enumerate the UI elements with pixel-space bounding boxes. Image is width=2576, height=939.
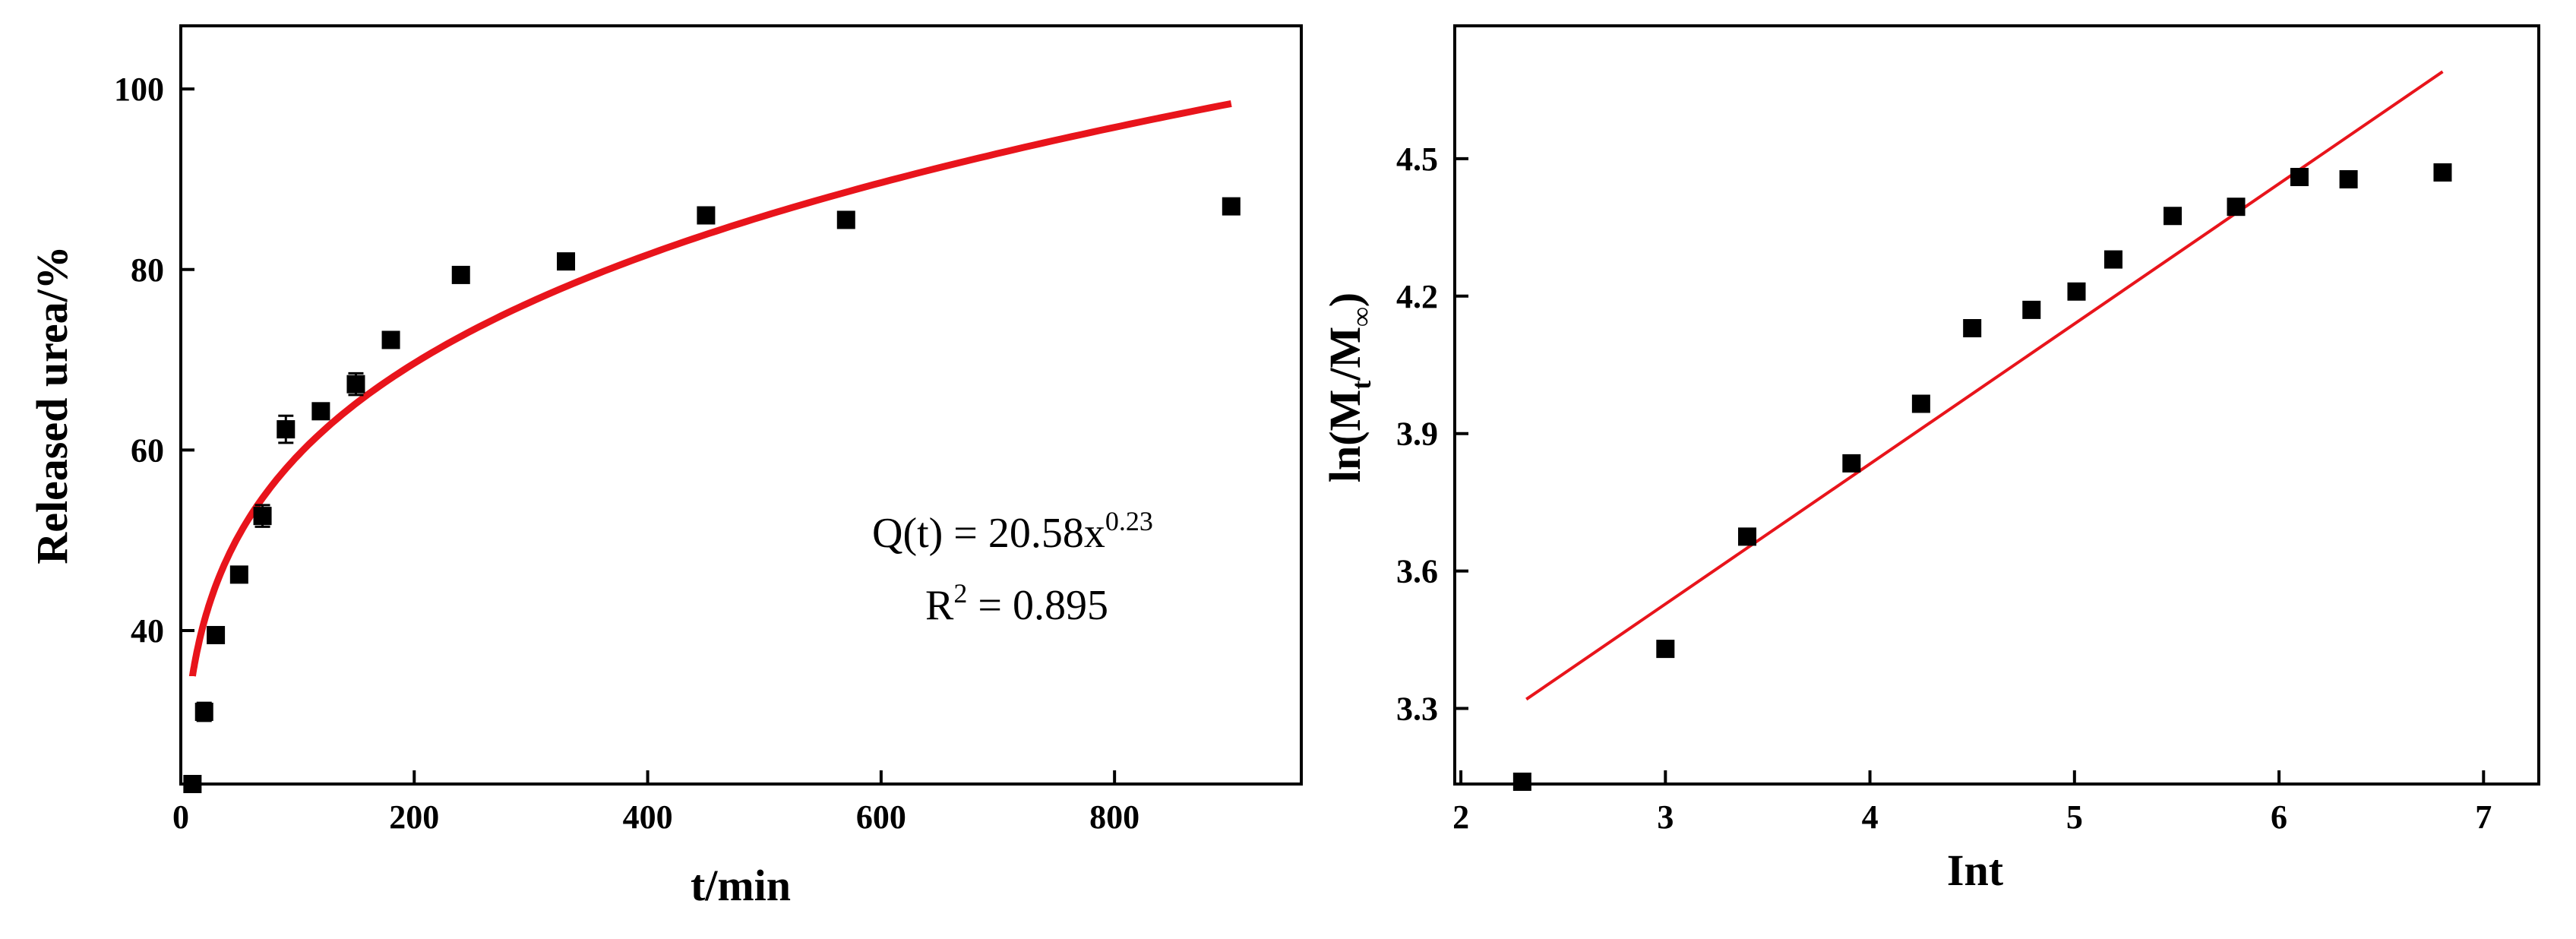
left-y-tick-label: 80 <box>131 251 164 289</box>
right-data-point <box>1842 454 1861 473</box>
right-y-axis-title: ln(Mt/M∞) <box>1320 292 1377 482</box>
left-y-tick-label: 60 <box>131 432 164 469</box>
left-x-tick-label: 600 <box>856 798 906 836</box>
right-x-tick-label: 7 <box>2475 798 2492 836</box>
left-data-points <box>183 197 1241 793</box>
fit-equation-main: Q(t) = 20.58x <box>872 510 1105 557</box>
right-data-points <box>1512 163 2452 791</box>
left-data-point <box>194 702 213 721</box>
right-y-tick-label: 3.6 <box>1396 553 1438 590</box>
right-ticks: 2 3 4 5 6 7 3.3 3.6 3.9 4.2 4.5 <box>1396 141 2492 836</box>
left-x-tick-label: 400 <box>623 798 673 836</box>
left-x-tick-label: 200 <box>389 798 439 836</box>
right-data-point <box>1911 394 1930 413</box>
right-plot-frame <box>1453 24 2540 786</box>
right-x-tick-label: 5 <box>2066 798 2083 836</box>
right-data-point <box>2067 282 2086 301</box>
left-x-axis-title: t/min <box>691 861 791 910</box>
left-x-tick-label: 0 <box>172 798 189 836</box>
y-title-end: ) <box>1320 292 1370 307</box>
right-data-point <box>2103 250 2122 269</box>
fit-r-squared: R2 = 0.895 <box>925 578 1108 629</box>
right-chart: 2 3 4 5 6 7 3.3 3.6 3.9 4.2 4.5 Int ln(Mt/M∞) <box>1320 24 2540 895</box>
right-x-tick-label: 6 <box>2271 798 2287 836</box>
right-y-tick-label: 4.5 <box>1396 141 1438 178</box>
right-data-point <box>2022 300 2041 319</box>
right-data-point <box>2164 207 2182 226</box>
left-y-tick-label: 40 <box>131 612 164 650</box>
fit-equation-exponent: 0.23 <box>1105 506 1153 536</box>
right-data-point <box>1656 640 1675 659</box>
right-y-tick-label: 4.2 <box>1396 278 1438 315</box>
right-data-point <box>2339 170 2358 189</box>
y-title-sub-t: t <box>1346 381 1377 390</box>
left-fit-curve-group <box>188 100 1232 677</box>
left-data-point <box>311 402 330 421</box>
left-data-point <box>253 507 272 526</box>
left-data-point <box>207 625 226 644</box>
left-data-point <box>836 210 855 229</box>
left-chart: 0 200 400 600 800 40 60 80 100 t/min Released ur… <box>27 24 1303 910</box>
right-data-point <box>1738 527 1757 546</box>
left-data-point <box>557 252 576 271</box>
right-y-tick-label: 3.9 <box>1396 416 1438 453</box>
r-squared-exponent: 2 <box>953 578 967 609</box>
power-fit-curve <box>188 100 1232 677</box>
right-x-tick-label: 3 <box>1657 798 1674 836</box>
right-data-point <box>1963 318 1982 337</box>
left-ticks: 0 200 400 600 800 40 60 80 100 <box>114 71 1139 836</box>
r-squared-value: = 0.895 <box>967 582 1108 629</box>
left-y-axis-title: Released urea/% <box>27 245 77 564</box>
left-data-point <box>346 375 365 394</box>
left-data-point <box>277 420 296 439</box>
left-y-tick-label: 100 <box>114 71 164 108</box>
fit-equation: Q(t) = 20.58x0.23 <box>872 506 1153 557</box>
y-title-mid: /M <box>1320 327 1370 381</box>
right-x-axis-title: Int <box>1947 846 2004 895</box>
right-data-point <box>1512 772 1531 791</box>
y-title-sub-inf: ∞ <box>1346 307 1377 327</box>
right-data-point <box>2433 163 2452 182</box>
right-data-point <box>2290 167 2309 186</box>
left-data-point <box>451 265 470 284</box>
left-data-point <box>697 206 716 225</box>
linear-fit-line <box>1525 70 2444 701</box>
r-squared-label: R <box>925 582 954 629</box>
left-plot-frame <box>179 24 1303 786</box>
right-y-tick-label: 3.3 <box>1396 691 1438 728</box>
right-fit-line-group <box>1525 70 2444 701</box>
left-x-tick-label: 800 <box>1089 798 1139 836</box>
left-data-point <box>183 775 202 793</box>
right-x-tick-label: 2 <box>1452 798 1469 836</box>
left-data-point <box>381 330 400 349</box>
left-data-point <box>229 565 248 584</box>
left-data-point <box>1222 197 1241 216</box>
right-data-point <box>2227 198 2246 217</box>
y-title-ln: ln(M <box>1320 390 1370 482</box>
right-x-tick-label: 4 <box>1862 798 1879 836</box>
